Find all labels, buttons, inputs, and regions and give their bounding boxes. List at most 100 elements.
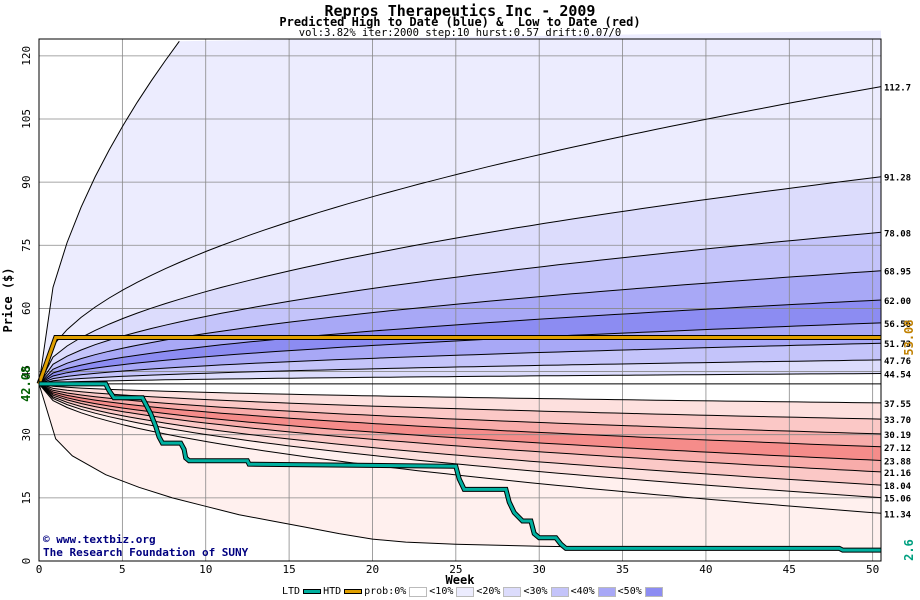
percentile-label-17: 11.34 — [884, 510, 912, 520]
lower-band-0 — [39, 383, 881, 420]
x-tick-label-40: 40 — [699, 563, 712, 576]
lower-percentile-curve-1 — [38, 383, 882, 420]
percentile-label-5: 56.56 — [884, 320, 911, 330]
htd-line — [37, 336, 881, 385]
ltd-series — [36, 335, 881, 553]
y-tick-label-75: 75 — [20, 239, 33, 252]
upper-percentile-curve-2 — [38, 231, 882, 385]
lower-band-4 — [39, 383, 881, 472]
y-axis-label: Price ($) — [1, 267, 15, 332]
percentile-label-12: 27.12 — [884, 444, 911, 454]
lower-band-8 — [39, 383, 881, 551]
final-ltd-label: 2.6 — [902, 539, 916, 561]
percentile-label-2: 78.08 — [884, 229, 911, 239]
y-tick-label-120: 120 — [20, 46, 33, 66]
upper-percentile-curve-8 — [38, 373, 882, 385]
percentile-label-16: 15.06 — [884, 495, 911, 505]
x-tick-label-5: 5 — [119, 563, 126, 576]
percentile-label-7: 47.76 — [884, 357, 911, 367]
legend-swatch-2 — [409, 586, 428, 597]
legend-swatch-7 — [644, 586, 663, 597]
axes — [38, 38, 882, 562]
upper-band-4 — [39, 270, 881, 384]
y-tick-label-105: 105 — [20, 109, 33, 129]
percentile-label-6: 51.73 — [884, 340, 911, 350]
lower-percentile-curve-3 — [38, 383, 882, 448]
upper-percentile-curve-7 — [38, 359, 882, 385]
legend-label-1: HTD — [323, 586, 342, 597]
legend-swatch-1 — [344, 589, 363, 594]
x-tick-label-45: 45 — [783, 563, 796, 576]
credit-website: © www.textbiz.org — [43, 533, 156, 546]
lower-percentile-curve-5 — [38, 383, 882, 473]
legend-label-6: <40% — [570, 586, 595, 597]
legend-swatch-5 — [550, 586, 569, 597]
percentile-label-10: 33.70 — [884, 416, 911, 426]
upper-percentile-curve-0 — [38, 86, 882, 385]
x-tick-label-30: 30 — [533, 563, 546, 576]
lower-percentile-curve-6 — [38, 383, 882, 486]
legend-label-2: prob:0% — [364, 586, 407, 597]
lower-band-7 — [39, 383, 881, 514]
legend-swatch-0 — [303, 589, 322, 594]
legend-swatch-6 — [597, 586, 616, 597]
legend-swatch-4 — [503, 586, 522, 597]
simulation-parameters: vol:3.82% iter:2000 step:10 hurst:0.57 d… — [298, 27, 622, 39]
ltd-line — [39, 382, 881, 552]
chart-subtitle: Predicted High to Date (blue) & Low to D… — [279, 15, 641, 29]
upper-band-5 — [39, 300, 881, 384]
x-tick-label-50: 50 — [866, 563, 879, 576]
percentile-label-9: 37.55 — [884, 400, 911, 410]
upper-outer-curve — [38, 41, 180, 384]
legend-label-3: <10% — [429, 586, 454, 597]
y-tick-label-15: 15 — [20, 491, 33, 504]
y-tick-label-60: 60 — [20, 302, 33, 315]
percentile-label-4: 62.00 — [884, 297, 911, 307]
percentile-label-11: 30.19 — [884, 431, 911, 441]
plot-frame — [38, 38, 882, 562]
percentile-label-15: 18.04 — [884, 482, 912, 492]
x-tick-label-10: 10 — [199, 563, 212, 576]
lower-band-6 — [39, 383, 881, 498]
lower-band-5 — [39, 383, 881, 486]
start-price-label: 42.08 — [19, 366, 33, 402]
x-tick-label-25: 25 — [449, 563, 462, 576]
upper-band-2 — [39, 176, 881, 384]
percentile-curves — [38, 41, 882, 551]
lower-percentile-curve-7 — [38, 383, 882, 499]
y-tick-label-0: 0 — [20, 558, 33, 565]
y-tick-label-30: 30 — [20, 428, 33, 441]
target-price-label: 53.08 — [902, 319, 916, 355]
upper-percentile-curve-6 — [38, 342, 882, 385]
upper-percentile-curve-4 — [38, 299, 882, 385]
upper-band-1 — [39, 86, 881, 384]
y-tick-label-45: 45 — [20, 365, 33, 378]
x-tick-label-15: 15 — [282, 563, 295, 576]
lower-percentile-curve-4 — [38, 383, 882, 461]
x-tick-label-0: 0 — [36, 563, 43, 576]
x-axis-label: Week — [446, 573, 476, 587]
x-tick-label-35: 35 — [616, 563, 629, 576]
lower-band-3 — [39, 383, 881, 461]
percentile-label-13: 23.88 — [884, 457, 911, 467]
legend-label-0: LTD — [282, 586, 301, 597]
upper-band-7 — [39, 343, 881, 384]
legend-label-7: <50% — [617, 586, 642, 597]
axis-labels: 0 5 10 15 20 25 30 35 40 45 50 0 15 30 45 60 75 90 105 120 W… — [1, 46, 916, 587]
upper-percentile-curve-5 — [38, 322, 882, 385]
percentile-label-3: 68.95 — [884, 268, 911, 278]
legend-label-5: <30% — [523, 586, 548, 597]
grid-lines — [38, 39, 881, 562]
upper-band-3 — [39, 232, 881, 384]
lower-percentile-curve-2 — [38, 383, 882, 435]
lower-band-2 — [39, 383, 881, 447]
percentile-label-1: 91.28 — [884, 174, 911, 184]
percentile-label-0: 112.7 — [884, 84, 911, 94]
percentile-label-8: 44.54 — [884, 371, 912, 381]
lower-percentile-curve-0 — [38, 383, 882, 404]
legend-swatch-3 — [456, 586, 475, 597]
chart-legend: LTD HTD prob:0% <10% <20% <30% <40% <50% — [282, 586, 665, 597]
y-tick-label-90: 90 — [20, 176, 33, 189]
x-tick-label-20: 20 — [366, 563, 379, 576]
